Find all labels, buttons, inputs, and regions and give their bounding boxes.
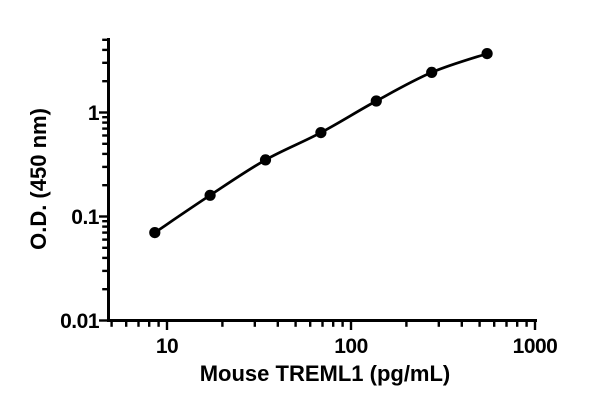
data-point-marker bbox=[259, 154, 272, 166]
y-tick-label: 1 bbox=[88, 102, 100, 125]
axis-lines bbox=[107, 38, 537, 322]
data-points bbox=[149, 48, 493, 239]
x-tick-label: 1000 bbox=[513, 335, 558, 358]
x-axis-title: Mouse TREML1 (pg/mL) bbox=[200, 361, 451, 386]
y-axis-title: O.D. (450 nm) bbox=[26, 108, 51, 250]
axis-tick-labels: 10 100 1000 0.01 0.1 1 bbox=[60, 102, 558, 358]
data-point-marker bbox=[149, 227, 161, 239]
data-point-marker bbox=[370, 95, 382, 107]
data-point-marker bbox=[204, 189, 216, 201]
curve-line bbox=[154, 52, 488, 234]
x-tick-label: 10 bbox=[156, 335, 178, 358]
y-tick-label: 0.01 bbox=[60, 310, 100, 333]
x-tick-label: 100 bbox=[334, 335, 368, 358]
y-tick-label: 0.1 bbox=[71, 206, 100, 229]
data-point-marker bbox=[315, 127, 327, 139]
fitted-curve bbox=[154, 52, 488, 234]
data-point-marker bbox=[481, 48, 493, 60]
data-point-marker bbox=[426, 66, 438, 78]
axis-ticks bbox=[99, 38, 537, 330]
